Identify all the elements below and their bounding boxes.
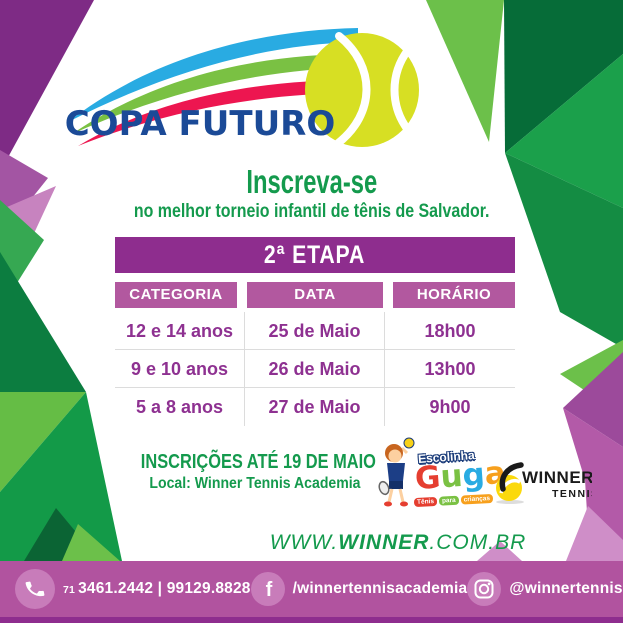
column-header-horario: HORÁRIO bbox=[393, 282, 515, 308]
registration-location: Local: Winner Tennis Academia bbox=[115, 475, 395, 493]
website-brand: WINNER bbox=[338, 531, 430, 554]
table-cell: 9 e 10 anos bbox=[115, 350, 245, 388]
column-header-categoria: CATEGORIA bbox=[115, 282, 237, 308]
facebook-handle: /winnertennisacademia bbox=[292, 580, 468, 597]
instagram-handle: @winnertennisacademia bbox=[509, 580, 623, 597]
headline-subtitle-text: no melhor torneio infantil de tênis de S… bbox=[133, 201, 490, 222]
footer-bar: 71 3461.2442 | 99129.8828 f /winnertennis… bbox=[0, 561, 623, 617]
table-cell: 26 de Maio bbox=[245, 350, 385, 388]
table-cell: 5 a 8 anos bbox=[115, 388, 245, 426]
tennis-ball-icon bbox=[305, 32, 419, 148]
guga-tagline-word: crianças bbox=[460, 493, 494, 505]
footer-facebook[interactable]: f /winnertennisacademia bbox=[250, 572, 468, 606]
guga-tagline-word: para bbox=[438, 495, 459, 506]
guga-kid-illustration-icon bbox=[378, 437, 415, 507]
headline-subtitle: no melhor torneio infantil de tênis de S… bbox=[0, 201, 623, 223]
phone-area-code: 71 bbox=[63, 584, 76, 596]
registration-deadline: INSCRIÇÕES ATÉ 19 DE MAIO bbox=[115, 451, 395, 474]
headline-title-text: Inscreva-se bbox=[246, 163, 377, 200]
svg-text:f: f bbox=[265, 579, 272, 601]
stage-header: 2ª ETAPA bbox=[115, 237, 515, 273]
website-suffix: .COM.BR bbox=[429, 531, 527, 554]
footer-phone[interactable]: 71 3461.2442 | 99129.8828 bbox=[15, 569, 251, 609]
logo-title: COPA FUTURO bbox=[65, 104, 336, 144]
table-cell: 25 de Maio bbox=[245, 312, 385, 350]
footer-bottom-strip bbox=[0, 617, 623, 623]
schedule-table: 2ª ETAPA CATEGORIA DATA HORÁRIO 12 e 14 … bbox=[115, 237, 515, 426]
guga-letter: G bbox=[413, 459, 442, 498]
winner-ball-icon bbox=[496, 475, 522, 501]
table-cell: 12 e 14 anos bbox=[115, 312, 245, 350]
registration-info: INSCRIÇÕES ATÉ 19 DE MAIO Local: Winner … bbox=[115, 451, 395, 493]
instagram-icon bbox=[467, 572, 502, 606]
table-cell: 13h00 bbox=[385, 350, 515, 388]
guga-letter: g bbox=[461, 456, 486, 494]
registration-deadline-text: INSCRIÇÕES ATÉ 19 DE MAIO bbox=[140, 451, 376, 473]
guga-logo: Escolinha Guga Tênis para crianças bbox=[378, 434, 507, 518]
table-cell: 18h00 bbox=[385, 312, 515, 350]
guga-letter: u bbox=[439, 457, 464, 496]
stage-header-text: 2ª ETAPA bbox=[264, 241, 366, 269]
website-url[interactable]: WWW.WINNER.COM.BR bbox=[260, 531, 536, 555]
winner-name: WINNER bbox=[522, 468, 592, 487]
winner-ball-shadow bbox=[496, 500, 524, 504]
phone-icon bbox=[15, 569, 55, 609]
table-cell: 9h00 bbox=[429, 397, 471, 417]
footer-instagram[interactable]: @winnertennisacademia bbox=[467, 572, 623, 606]
table-column-headers: CATEGORIA DATA HORÁRIO bbox=[115, 282, 515, 308]
phone-numbers-text: 3461.2442 | 99129.8828 bbox=[78, 580, 251, 597]
table-cell: 27 de Maio bbox=[245, 388, 385, 426]
phone-numbers: 71 3461.2442 | 99129.8828 bbox=[63, 580, 251, 598]
copa-futuro-logo: COPA FUTURO bbox=[65, 28, 419, 148]
guga-tagline-word: Tênis bbox=[413, 496, 438, 508]
registration-location-text: Local: Winner Tennis Academia bbox=[149, 475, 361, 492]
headline-title: Inscreva-se bbox=[0, 163, 623, 201]
table-body: 12 e 14 anos 25 de Maio 18h00 9 e 10 ano… bbox=[115, 312, 515, 426]
winner-sub: TENNIS bbox=[552, 488, 592, 500]
facebook-icon: f bbox=[250, 572, 285, 606]
column-header-data: DATA bbox=[247, 282, 383, 308]
winner-tennis-logo: WINNER TENNIS bbox=[496, 462, 592, 504]
website-prefix: WWW. bbox=[269, 531, 339, 554]
